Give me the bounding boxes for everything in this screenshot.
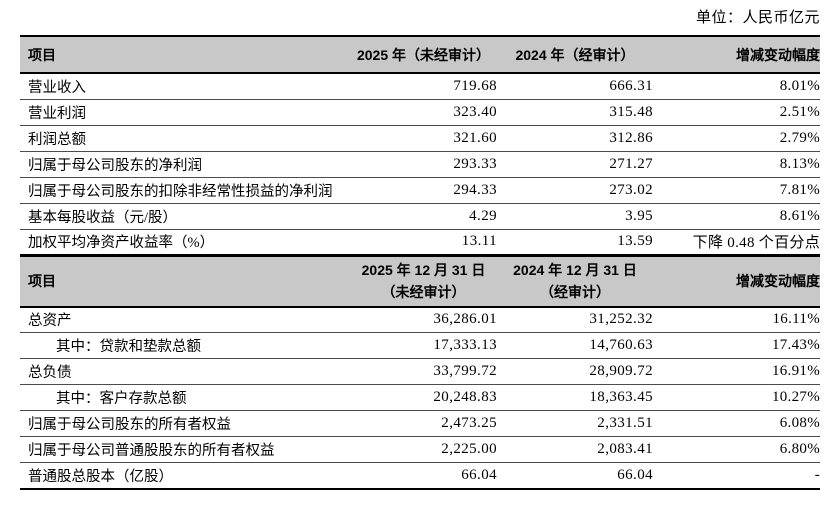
value-2025: 17,333.13 bbox=[350, 332, 497, 359]
value-2024: 66.04 bbox=[497, 462, 653, 489]
value-change: 8.13% bbox=[653, 150, 820, 177]
value-2024: 312.86 bbox=[497, 124, 653, 151]
row-label: 其中：客户存款总额 bbox=[20, 384, 350, 411]
table-row: 归属于母公司股东的扣除非经常性损益的净利润 294.33 273.02 7.81% bbox=[20, 176, 820, 203]
value-2025: 293.33 bbox=[350, 150, 497, 177]
value-change: 16.91% bbox=[653, 358, 820, 385]
row-label: 营业利润 bbox=[20, 98, 350, 125]
header-2025-date-line2: （未经审计） bbox=[381, 284, 466, 300]
value-2024: 271.27 bbox=[497, 150, 653, 177]
header-change: 增减变动幅度 bbox=[653, 256, 820, 308]
table-row: 归属于母公司股东的所有者权益 2,473.25 2,331.51 6.08% bbox=[20, 410, 820, 437]
row-label: 利润总额 bbox=[20, 124, 350, 151]
value-2025: 719.68 bbox=[453, 77, 497, 94]
value-change: 8.01% bbox=[779, 77, 820, 94]
value-change: 10.27% bbox=[653, 384, 820, 411]
header-2025: 2025 年（未经审计） bbox=[350, 36, 497, 74]
value-2025: 36,286.01 bbox=[433, 311, 497, 328]
row-label: 基本每股收益（元/股） bbox=[20, 202, 350, 229]
table-row: 营业利润 323.40 315.48 2.51% bbox=[20, 98, 820, 125]
table-row: 其中：贷款和垫款总额 17,333.13 14,760.63 17.43% bbox=[20, 332, 820, 359]
header-item: 项目 bbox=[20, 36, 350, 74]
row-label: 营业收入 bbox=[28, 79, 86, 96]
value-change: 6.80% bbox=[653, 436, 820, 463]
header-2024-date-line1: 2024 年 12 月 31 日 bbox=[513, 262, 637, 278]
value-change: - bbox=[653, 462, 820, 489]
value-change: 7.81% bbox=[653, 176, 820, 203]
row-label: 归属于母公司普通股股东的所有者权益 bbox=[20, 436, 350, 463]
income-table-header-row: 项目 2025 年（未经审计） 2024 年（经审计） 增减变动幅度 bbox=[20, 36, 820, 74]
value-2024: 315.48 bbox=[497, 98, 653, 125]
value-change: 下降 0.48 个百分点 bbox=[653, 228, 820, 255]
value-2024: 3.95 bbox=[497, 202, 653, 229]
value-2025: 20,248.83 bbox=[350, 384, 497, 411]
balance-table-header-row: 项目 2025 年 12 月 31 日 （未经审计） 2024 年 12 月 3… bbox=[20, 256, 820, 308]
balance-sheet-table: 项目 2025 年 12 月 31 日 （未经审计） 2024 年 12 月 3… bbox=[20, 256, 820, 490]
header-item: 项目 bbox=[20, 256, 350, 308]
table-row: 总资产 36,286.01 31,252.32 16.11% bbox=[20, 307, 820, 333]
value-change: 8.61% bbox=[653, 202, 820, 229]
value-2024: 31,252.32 bbox=[589, 311, 653, 328]
value-2024: 18,363.45 bbox=[497, 384, 653, 411]
row-label: 其中：贷款和垫款总额 bbox=[20, 332, 350, 359]
income-statement-table: 项目 2025 年（未经审计） 2024 年（经审计） 增减变动幅度 营业收入 7… bbox=[20, 35, 820, 257]
value-2025: 4.29 bbox=[350, 202, 497, 229]
table-row: 归属于母公司普通股股东的所有者权益 2,225.00 2,083.41 6.80% bbox=[20, 436, 820, 463]
value-2025: 33,799.72 bbox=[350, 358, 497, 385]
value-2024: 14,760.63 bbox=[497, 332, 653, 359]
table-row: 其中：客户存款总额 20,248.83 18,363.45 10.27% bbox=[20, 384, 820, 411]
value-2024: 273.02 bbox=[497, 176, 653, 203]
table-row: 利润总额 321.60 312.86 2.79% bbox=[20, 124, 820, 151]
value-change: 6.08% bbox=[653, 410, 820, 437]
value-change: 17.43% bbox=[653, 332, 820, 359]
value-2024: 28,909.72 bbox=[497, 358, 653, 385]
header-2024-date: 2024 年 12 月 31 日 （经审计） bbox=[497, 256, 653, 308]
value-change: 2.79% bbox=[653, 124, 820, 151]
row-label: 普通股总股本（亿股） bbox=[20, 462, 350, 489]
value-2025: 13.11 bbox=[350, 228, 497, 255]
row-label: 归属于母公司股东的净利润 bbox=[20, 150, 350, 177]
value-change: 2.51% bbox=[653, 98, 820, 125]
table-row: 归属于母公司股东的净利润 293.33 271.27 8.13% bbox=[20, 150, 820, 177]
table-row: 基本每股收益（元/股） 4.29 3.95 8.61% bbox=[20, 202, 820, 229]
table-row: 总负债 33,799.72 28,909.72 16.91% bbox=[20, 358, 820, 385]
value-2024: 2,083.41 bbox=[497, 436, 653, 463]
row-label: 归属于母公司股东的扣除非经常性损益的净利润 bbox=[20, 176, 350, 203]
header-2024-date-line2: （经审计） bbox=[540, 284, 610, 300]
row-label: 加权平均净资产收益率（%） bbox=[20, 228, 350, 255]
table-row: 营业收入 719.68 666.31 8.01% bbox=[20, 73, 820, 99]
table-row: 加权平均净资产收益率（%） 13.11 13.59 下降 0.48 个百分点 bbox=[20, 228, 820, 255]
header-2025-date: 2025 年 12 月 31 日 （未经审计） bbox=[350, 256, 497, 308]
value-2024: 666.31 bbox=[609, 77, 653, 94]
value-2025: 323.40 bbox=[350, 98, 497, 125]
header-2025-date-line1: 2025 年 12 月 31 日 bbox=[361, 262, 486, 278]
row-label: 总负债 bbox=[20, 358, 350, 385]
value-2025: 2,225.00 bbox=[350, 436, 497, 463]
row-label: 总资产 bbox=[28, 313, 72, 330]
unit-label: 单位：人民币亿元 bbox=[695, 10, 820, 26]
value-2025: 2,473.25 bbox=[350, 410, 497, 437]
table-row: 普通股总股本（亿股） 66.04 66.04- bbox=[20, 462, 820, 489]
value-change: 16.11% bbox=[772, 311, 820, 328]
value-2024: 13.59 bbox=[497, 228, 653, 255]
value-2024: 2,331.51 bbox=[497, 410, 653, 437]
value-2025: 321.60 bbox=[350, 124, 497, 151]
header-2024: 2024 年（经审计） bbox=[497, 36, 653, 74]
row-label: 归属于母公司股东的所有者权益 bbox=[20, 410, 350, 437]
value-2025: 294.33 bbox=[350, 176, 497, 203]
value-2025: 66.04 bbox=[350, 462, 497, 489]
header-change: 增减变动幅度 bbox=[653, 36, 820, 74]
